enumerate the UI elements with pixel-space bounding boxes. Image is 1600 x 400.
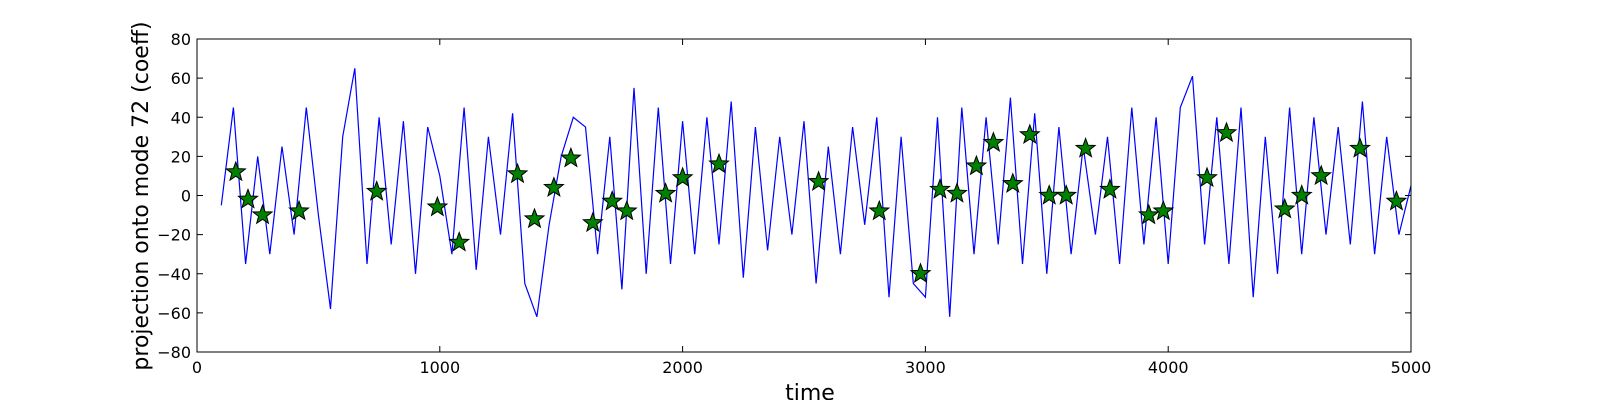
star-marker — [1349, 137, 1371, 158]
star-marker — [365, 180, 388, 201]
x-tick-label: 4000 — [1148, 358, 1189, 377]
y-tick-label: 0 — [181, 187, 191, 206]
star-marker — [1310, 164, 1333, 186]
x-tick-label: 0 — [192, 358, 202, 377]
plot-frame — [196, 38, 1412, 353]
star-marker — [426, 195, 449, 217]
y-tick-label: 20 — [171, 147, 191, 166]
star-marker — [1055, 184, 1078, 205]
y-axis-label: projection onto mode 72 (coeff) — [129, 21, 154, 370]
star-marker — [1038, 184, 1061, 205]
star-marker — [868, 199, 891, 221]
star-marker — [615, 199, 638, 221]
y-tick-label: 40 — [171, 108, 191, 127]
star-marker — [965, 154, 988, 176]
star-marker — [708, 152, 730, 174]
star-marker — [909, 262, 932, 283]
star-marker — [1290, 184, 1313, 205]
y-tick-label: −60 — [157, 304, 191, 323]
star-marker — [560, 146, 582, 168]
star-marker — [601, 189, 624, 211]
star-marker — [224, 160, 247, 182]
y-tick-label: 80 — [171, 30, 191, 49]
star-marker — [1273, 197, 1296, 219]
star-marker — [237, 187, 259, 209]
star-marker — [1001, 172, 1024, 194]
y-tick-label: 60 — [171, 69, 191, 88]
star-marker — [581, 211, 604, 233]
x-axis-label: time — [785, 381, 835, 400]
star-marker — [929, 178, 951, 199]
star-marker — [982, 131, 1005, 152]
x-tick-label: 5000 — [1391, 358, 1432, 377]
star-marker — [807, 170, 830, 192]
y-tick-label: −20 — [157, 226, 191, 245]
star-marker — [946, 182, 968, 203]
star-marker — [1152, 199, 1175, 221]
star-marker — [654, 182, 677, 203]
star-marker — [288, 199, 310, 221]
star-marker — [671, 166, 694, 188]
y-tick-label: −40 — [157, 265, 191, 284]
star-marker — [251, 203, 274, 225]
data-line — [220, 68, 1412, 318]
star-marker — [448, 230, 471, 252]
star-marker — [1385, 189, 1408, 211]
x-tick-label: 1000 — [419, 358, 460, 377]
star-marker — [1196, 166, 1218, 188]
star-marker — [523, 207, 546, 229]
x-tick-label: 3000 — [905, 358, 946, 377]
star-marker — [1074, 137, 1097, 158]
star-marker — [1018, 123, 1041, 145]
star-marker — [1215, 121, 1238, 143]
star-marker — [1137, 203, 1160, 225]
star-marker — [506, 162, 529, 184]
star-marker — [543, 176, 565, 197]
x-tick-label: 2000 — [662, 358, 703, 377]
star-marker — [1099, 178, 1121, 199]
y-tick-label: −80 — [157, 343, 191, 362]
